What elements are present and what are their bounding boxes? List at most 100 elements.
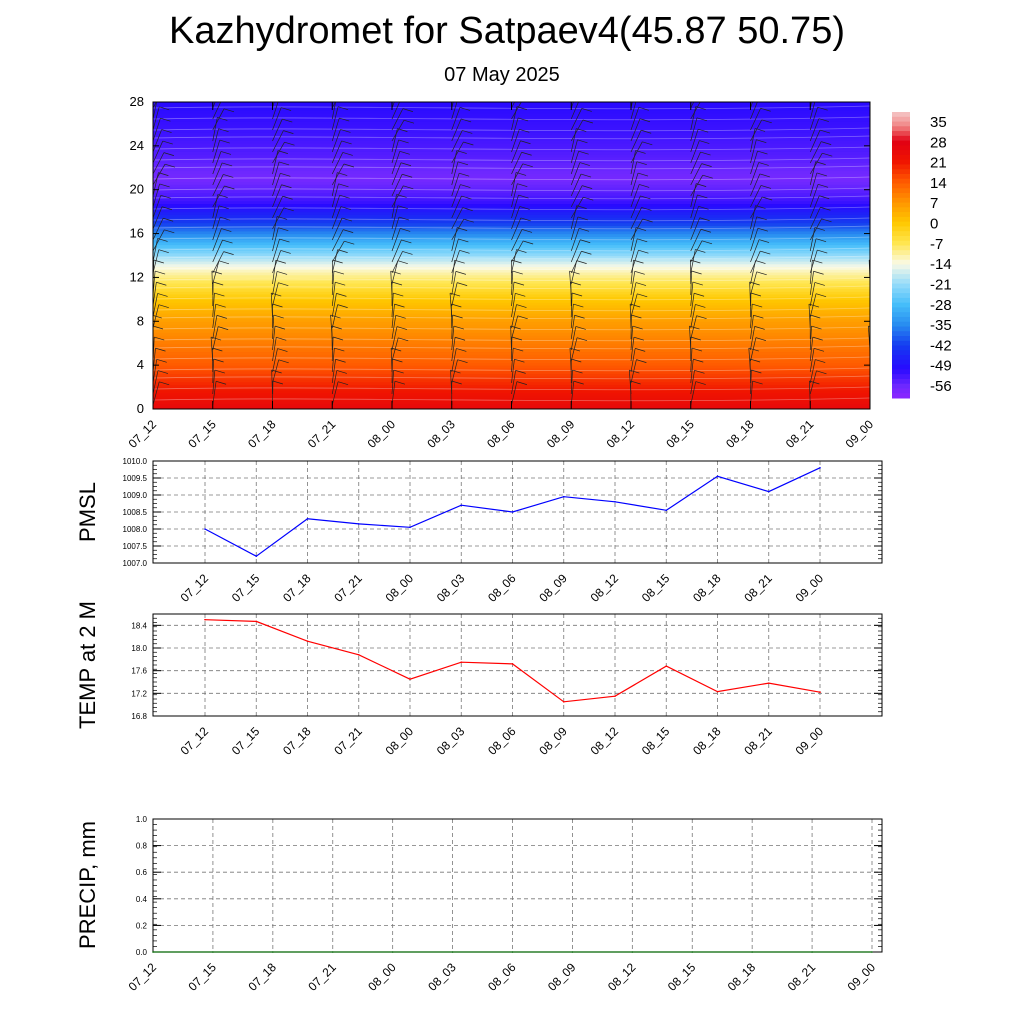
wind-barb-flag — [816, 96, 826, 99]
wind-barb — [272, 359, 280, 384]
wind-barb — [451, 348, 457, 373]
wind-barb — [331, 102, 336, 120]
wind-barb-flag — [875, 316, 885, 319]
x-tick-label: 08_15 — [665, 960, 699, 994]
wind-barb-flag — [335, 358, 346, 363]
wind-barb — [750, 304, 753, 329]
wind-barb — [869, 195, 870, 196]
x-tick-label: 08_09 — [536, 571, 570, 605]
wind-barb — [271, 370, 273, 395]
wind-barb-flag — [762, 196, 773, 201]
wind-barb-flag — [452, 314, 463, 319]
wind-barb — [212, 260, 220, 285]
temperature-band — [153, 217, 870, 221]
wind-barb-flag — [400, 228, 411, 232]
wind-barb-flag — [758, 85, 768, 88]
wind-barb — [690, 271, 692, 296]
wind-barb-flag — [638, 249, 649, 254]
wind-barb — [272, 260, 277, 285]
wind-barb — [212, 381, 217, 406]
isotherm-line — [153, 195, 870, 200]
wind-barb-flag — [337, 304, 348, 308]
wind-barb — [629, 304, 632, 329]
wind-barb-flag — [812, 336, 823, 341]
wind-barb-flag — [878, 140, 888, 143]
wind-barb-flag — [879, 218, 889, 221]
wind-barb-flag — [513, 347, 524, 352]
temperature-band — [153, 398, 870, 402]
wind-barb — [809, 207, 821, 230]
wind-barb — [331, 370, 338, 395]
wind-barb — [451, 359, 458, 384]
wind-barb-flag — [218, 205, 230, 210]
wind-barb — [748, 348, 751, 373]
wind-barb-flag — [815, 293, 827, 298]
wind-barb-flag — [576, 337, 588, 342]
wind-barb — [750, 128, 756, 153]
wind-barb — [750, 119, 763, 142]
wind-barb — [451, 282, 458, 307]
wind-barb-flag — [519, 128, 530, 133]
wind-barb — [211, 271, 214, 296]
wind-barb — [153, 183, 160, 208]
wind-barb-flag — [638, 96, 648, 99]
wind-barb — [809, 172, 818, 197]
temperature-band — [153, 170, 870, 174]
wind-barb-flag — [751, 369, 762, 374]
wind-barb — [272, 107, 282, 131]
wind-barb-flag — [634, 270, 645, 275]
wind-barb — [331, 293, 337, 318]
x-tick-label: 09_00 — [843, 417, 877, 451]
wind-barb-flag — [391, 347, 402, 352]
wind-barb — [272, 227, 279, 252]
wind-barb — [750, 102, 753, 109]
wind-barb-flag — [453, 325, 464, 330]
colorbar-segment — [892, 183, 910, 189]
wind-barb-flag — [578, 150, 589, 155]
wind-barb-flag — [165, 87, 175, 90]
temperature-band — [153, 129, 870, 133]
wind-barb-flag — [218, 260, 230, 265]
wind-barb-flag — [402, 108, 413, 112]
y-tick-label: 0.0 — [136, 948, 148, 957]
wind-barb-flag — [154, 270, 166, 275]
temperature-band — [153, 387, 870, 391]
wind-barb — [330, 315, 333, 340]
wind-barb — [331, 359, 336, 384]
wind-barb — [153, 249, 160, 274]
data-point — [357, 654, 360, 656]
wind-barb — [451, 118, 462, 142]
wind-barb-flag — [872, 282, 882, 285]
x-tick-label: 07_18 — [280, 724, 314, 758]
wind-barb — [451, 315, 453, 340]
wind-barb — [690, 381, 697, 406]
temperature-band — [153, 326, 870, 331]
colorbar-segment — [892, 159, 910, 165]
wind-barb — [630, 130, 642, 153]
colorbar-segment — [892, 112, 910, 118]
wind-barb — [212, 162, 223, 186]
wind-barb-flag — [338, 183, 349, 188]
wind-barb — [153, 140, 164, 164]
x-tick-label: 07_15 — [229, 571, 263, 605]
wind-barb — [451, 337, 456, 362]
x-tick-label: 08_00 — [383, 724, 417, 758]
wind-barb — [391, 216, 400, 241]
wind-barb-flag — [816, 172, 827, 177]
wind-barb — [630, 207, 642, 230]
temperature-band — [153, 186, 870, 191]
temperature-band — [153, 156, 870, 161]
y-tick-label: 18.0 — [131, 644, 147, 653]
colorbar-segment — [892, 164, 910, 170]
wind-barb-flag — [399, 150, 410, 155]
temperature-band — [153, 395, 870, 399]
data-point — [152, 951, 154, 953]
y-tick-label: 20 — [130, 182, 144, 197]
wind-barb — [869, 272, 870, 273]
wind-barb-flag — [757, 150, 768, 155]
wind-barb-flag — [397, 260, 408, 265]
wind-barb-flag — [343, 229, 354, 233]
wind-barb-flag — [163, 217, 174, 222]
y-tick-label: 0.6 — [136, 868, 148, 877]
isotherm-line — [153, 326, 870, 331]
